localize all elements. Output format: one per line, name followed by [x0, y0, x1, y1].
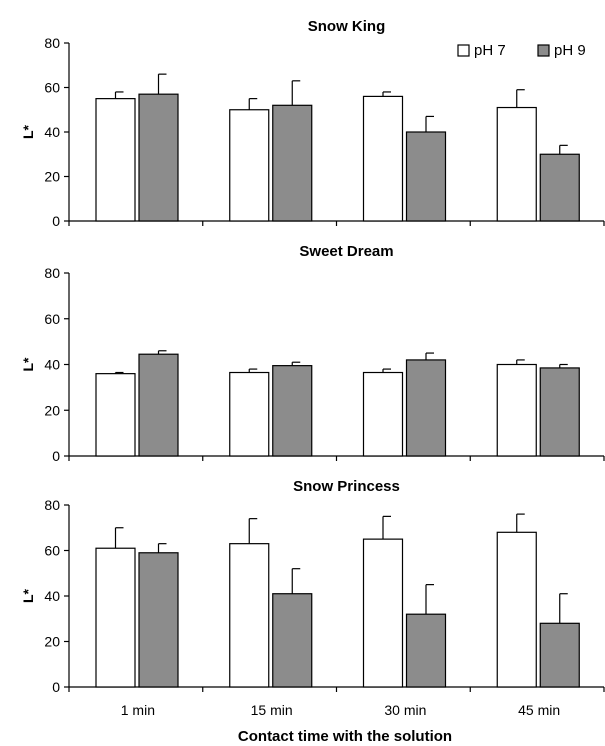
y-tick-label: 60 [44, 311, 60, 327]
bar [496, 531, 537, 688]
legend-swatch-ph9 [537, 44, 550, 57]
panel-0: Snow King 0 20 40 60 80 L* [20, 18, 605, 229]
bar [138, 552, 179, 688]
x-tick-label: 45 min [518, 702, 560, 718]
panel-2: Snow Princess 0 20 40 60 80 L* 1 min 15 min 30 mi… [20, 478, 605, 718]
bar [138, 93, 179, 222]
bar [362, 538, 404, 688]
bar [95, 98, 136, 222]
y-tick-label: 20 [44, 402, 60, 418]
y-tick-label: 0 [52, 448, 60, 464]
bar [539, 153, 580, 222]
y-axis-title: L* [20, 357, 36, 372]
y-tick-label: 60 [44, 543, 60, 559]
bar [405, 613, 447, 688]
panel-title: Sweet Dream [299, 243, 393, 260]
y-tick-label: 0 [52, 679, 60, 695]
x-tick-label: 1 min [121, 702, 155, 718]
y-axis-title: L* [20, 124, 36, 139]
bar [405, 131, 447, 222]
bar [229, 371, 270, 457]
y-tick-label: 80 [44, 265, 60, 281]
y-tick-label: 40 [44, 124, 60, 140]
panel-title: Snow King [308, 18, 386, 35]
legend-swatch-ph7 [457, 44, 470, 57]
bar [539, 367, 580, 457]
bar [95, 547, 136, 688]
bar [229, 109, 270, 222]
panel-title: Snow Princess [293, 478, 400, 495]
bar [95, 373, 136, 457]
bar [272, 365, 313, 457]
y-tick-label: 80 [44, 497, 60, 513]
legend-label-ph9: pH 9 [554, 42, 586, 59]
bar [229, 543, 270, 688]
y-tick-label: 40 [44, 357, 60, 373]
y-tick-label: 20 [44, 169, 60, 185]
bar [496, 106, 537, 222]
legend: pH 7 pH 9 [457, 42, 586, 59]
bar [272, 104, 313, 222]
panel-1: Sweet Dream 0 20 40 60 80 L* [20, 243, 605, 464]
y-tick-label: 20 [44, 634, 60, 650]
bar [496, 363, 537, 457]
y-tick-label: 40 [44, 588, 60, 604]
y-axis-title: L* [20, 588, 36, 603]
legend-label-ph7: pH 7 [474, 42, 506, 59]
y-tick-label: 0 [52, 213, 60, 229]
y-tick-label: 80 [44, 35, 60, 51]
x-tick-label: 30 min [384, 702, 426, 718]
bar [272, 593, 313, 688]
y-tick-label: 60 [44, 80, 60, 96]
bar [362, 95, 404, 222]
bar [138, 353, 179, 457]
x-tick-label: 15 min [251, 702, 293, 718]
bar [539, 622, 580, 688]
bar [405, 359, 447, 457]
x-axis-title: Contact time with the solution [238, 728, 452, 745]
bar [362, 371, 404, 457]
